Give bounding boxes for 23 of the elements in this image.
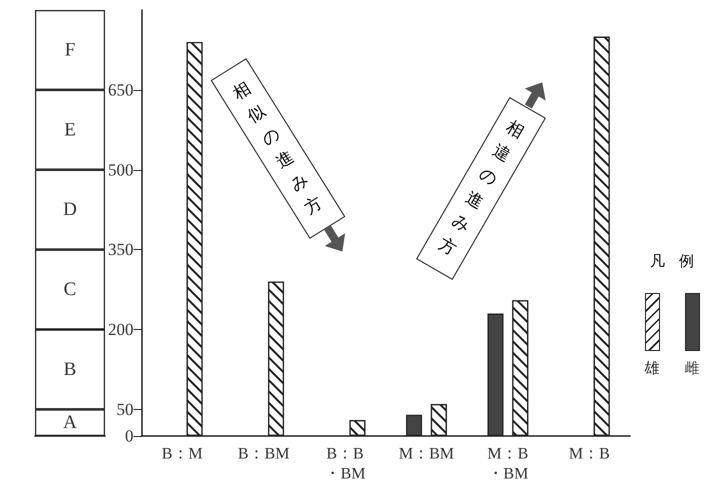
series-label: E	[64, 119, 76, 140]
annotation: 相違の進み方	[434, 116, 528, 262]
x-tick-label: B：BM	[238, 446, 290, 462]
x-tick-label: B：M	[162, 446, 203, 462]
series-label: F	[64, 39, 76, 60]
series-label: D	[63, 199, 77, 220]
series-label: B	[64, 358, 76, 380]
annotation: 相似の進み方	[228, 76, 327, 220]
series-label: C	[64, 279, 76, 300]
x-tick-label: M：BM	[398, 446, 454, 462]
y-tick-label: 350	[108, 240, 134, 260]
text: 雌	[684, 359, 700, 378]
y-tick-label: 50	[116, 400, 134, 419]
y-tick-label: 500	[108, 160, 134, 180]
text: 雄	[644, 359, 660, 378]
y-tick-label: 650	[108, 80, 134, 100]
legend-title: 凡例	[649, 252, 709, 271]
y-tick-label: 0	[125, 426, 134, 446]
x-tick-label: M：B	[568, 446, 610, 462]
x-tick-label: M：B・BM	[487, 446, 528, 482]
series-label: A	[63, 412, 78, 434]
y-tick-label: 200	[108, 320, 134, 339]
x-tick-label: B：B・BM	[324, 446, 366, 482]
